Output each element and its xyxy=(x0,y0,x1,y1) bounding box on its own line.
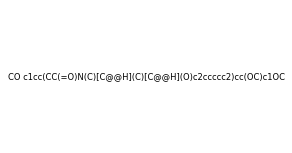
Text: CO c1cc(CC(=O)N(C)[C@@H](C)[C@@H](O)c2ccccc2)cc(OC)c1OC: CO c1cc(CC(=O)N(C)[C@@H](C)[C@@H](O)c2cc… xyxy=(8,72,284,81)
